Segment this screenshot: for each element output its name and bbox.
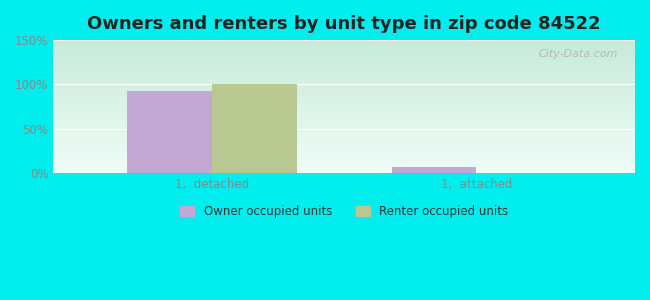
Bar: [212, 84, 296, 173]
Legend: Owner occupied units, Renter occupied units: Owner occupied units, Renter occupied un…: [176, 200, 513, 223]
Bar: [392, 167, 476, 173]
Text: City-Data.com: City-Data.com: [538, 50, 617, 59]
Bar: [127, 91, 212, 173]
Title: Owners and renters by unit type in zip code 84522: Owners and renters by unit type in zip c…: [87, 15, 601, 33]
